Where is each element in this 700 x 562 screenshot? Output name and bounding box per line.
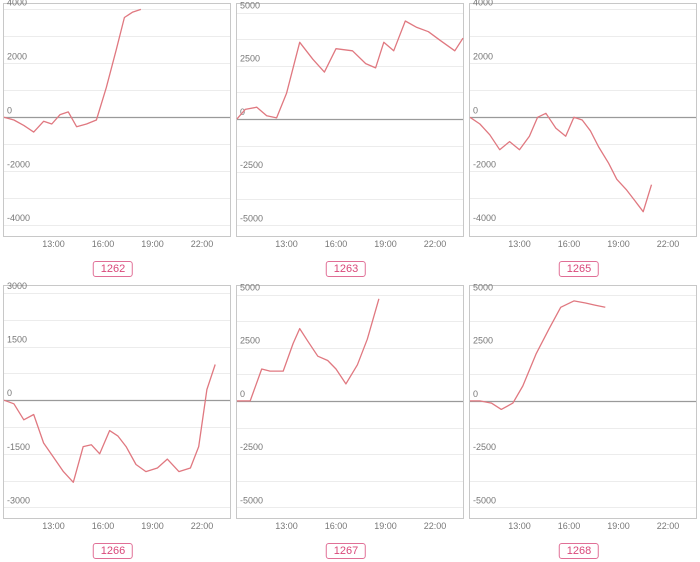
x-tick-label: 13:00 (275, 239, 298, 249)
chart-label-badge[interactable]: 1263 (325, 261, 367, 277)
x-tick-label: 19:00 (374, 239, 397, 249)
x-tick-label: 16:00 (325, 239, 348, 249)
chart-panel-1268: 5000 2500 0 -2500 -5000 13:00 16:00 19:00 22:00 (469, 283, 697, 531)
y-tick-label: -3000 (7, 495, 30, 505)
y-tick-label: -5000 (473, 495, 496, 505)
series-line (469, 112, 653, 213)
chart-panel-1267: 5000 2500 0 -2500 -5000 13:00 16:00 19:00 22:00 (236, 283, 464, 531)
x-tick-label: 13:00 (42, 239, 65, 249)
chart-svg: 4000 2000 0 -2000 -4000 13:00 16:00 19:00 22:00 (469, 0, 697, 249)
chart-svg: 3000 1500 0 -1500 -3000 13:00 16:00 19:00 22:00 (3, 281, 231, 531)
x-tick-label: 22:00 (657, 521, 680, 531)
y-tick-label: -5000 (240, 213, 263, 223)
y-tick-label: -2000 (473, 159, 496, 169)
chart-svg: 4000 2000 0 -2000 -4000 13:00 16:00 19:00 22:00 (3, 0, 231, 249)
y-tick-label: 4000 (473, 0, 493, 7)
x-tick-label: 19:00 (607, 239, 630, 249)
y-tick-label: 2500 (240, 336, 260, 346)
y-tick-label: -2500 (240, 160, 263, 170)
y-tick-label: -5000 (240, 495, 263, 505)
x-tick-label: 13:00 (508, 521, 531, 531)
x-tick-label: 16:00 (558, 239, 581, 249)
y-tick-label: -2500 (240, 442, 263, 452)
chart-label-badge[interactable]: 1266 (92, 543, 134, 559)
y-tick-label: -1500 (7, 442, 30, 452)
plot-frame (3, 3, 231, 237)
x-tick-label: 22:00 (191, 521, 214, 531)
chart-label-badge[interactable]: 1262 (92, 261, 134, 277)
y-tick-label: -2000 (7, 159, 30, 169)
chart-panel-1263: 5000 2500 0 -2500 -5000 13:00 16:00 19:00 22:00 (236, 1, 464, 249)
y-tick-label: 0 (240, 389, 245, 399)
y-tick-label: 5000 (240, 283, 260, 293)
chart-label-badge[interactable]: 1268 (558, 543, 600, 559)
series-line (236, 20, 464, 120)
y-tick-label: 5000 (473, 283, 493, 293)
chart-panel-1265: 4000 2000 0 -2000 -4000 13:00 16:00 19:00 22:00 (469, 0, 697, 249)
x-tick-label: 16:00 (92, 239, 115, 249)
y-tick-label: 2000 (473, 51, 493, 61)
x-tick-label: 13:00 (275, 521, 298, 531)
chart-panel-1262: 4000 2000 0 -2000 -4000 13:00 16:00 19:00 22:00 (3, 0, 231, 249)
series-line (3, 364, 216, 483)
x-tick-label: 13:00 (42, 521, 65, 531)
x-tick-label: 16:00 (92, 521, 115, 531)
x-tick-label: 22:00 (424, 521, 447, 531)
y-tick-label: 0 (7, 388, 12, 398)
y-tick-label: 0 (473, 389, 478, 399)
y-tick-label: 2500 (240, 54, 260, 64)
x-tick-label: 19:00 (374, 521, 397, 531)
x-tick-label: 22:00 (657, 239, 680, 249)
y-tick-label: 0 (7, 105, 12, 115)
plot-frame (3, 285, 231, 519)
x-tick-label: 16:00 (558, 521, 581, 531)
chart-label-badge[interactable]: 1265 (558, 261, 600, 277)
x-tick-label: 22:00 (191, 239, 214, 249)
x-tick-label: 19:00 (141, 521, 164, 531)
y-tick-label: -4000 (7, 213, 30, 223)
x-tick-label: 22:00 (424, 239, 447, 249)
y-tick-label: 3000 (7, 281, 27, 291)
chart-label-badge[interactable]: 1267 (325, 543, 367, 559)
x-tick-label: 19:00 (607, 521, 630, 531)
y-tick-label: 2000 (7, 51, 27, 61)
series-line (237, 298, 380, 402)
y-tick-label: -4000 (473, 213, 496, 223)
series-line (470, 300, 606, 411)
chart-svg: 5000 2500 0 -2500 -5000 13:00 16:00 19:00 22:00 (469, 283, 697, 531)
y-tick-label: 5000 (240, 1, 260, 11)
y-tick-label: 4000 (7, 0, 27, 7)
series-line (3, 8, 142, 133)
chart-svg: 5000 2500 0 -2500 -5000 13:00 16:00 19:00 22:00 (236, 283, 464, 531)
x-tick-label: 16:00 (325, 521, 348, 531)
y-tick-label: 2500 (473, 336, 493, 346)
x-tick-label: 13:00 (508, 239, 531, 249)
y-tick-label: 0 (473, 105, 478, 115)
y-tick-label: -2500 (473, 442, 496, 452)
chart-panel-1266: 3000 1500 0 -1500 -3000 13:00 16:00 19:00 22:00 (3, 281, 231, 531)
y-tick-label: 1500 (7, 335, 27, 345)
x-tick-label: 19:00 (141, 239, 164, 249)
